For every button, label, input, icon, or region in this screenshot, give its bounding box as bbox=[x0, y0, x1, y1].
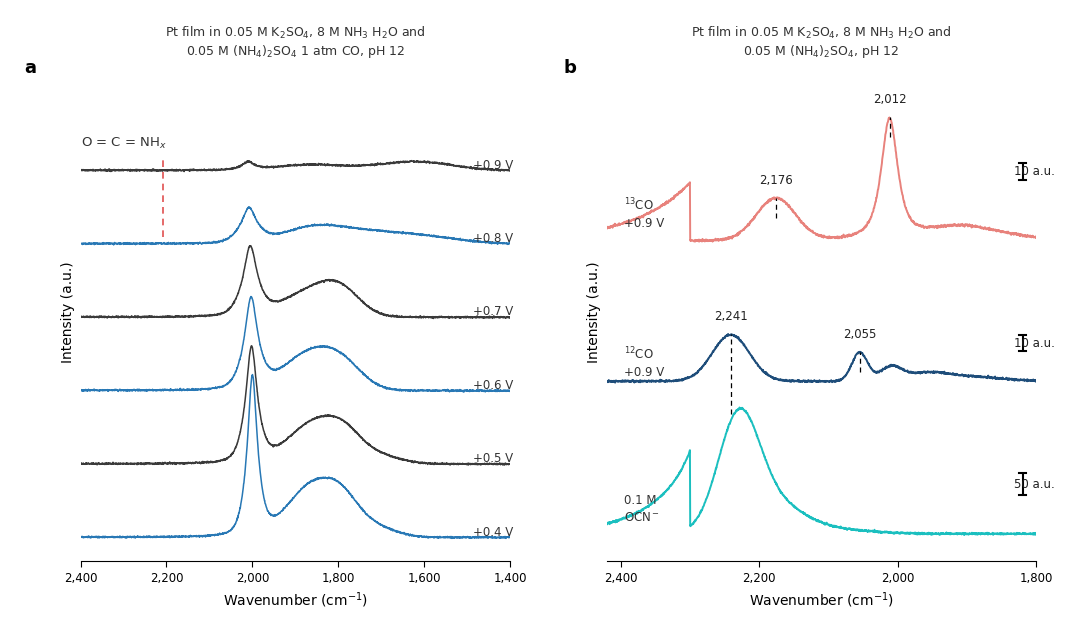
Text: 2,176: 2,176 bbox=[759, 174, 793, 187]
Text: 10 a.u.: 10 a.u. bbox=[1014, 165, 1055, 178]
Text: +0.8 V: +0.8 V bbox=[474, 232, 513, 245]
Text: +0.7 V: +0.7 V bbox=[474, 306, 513, 318]
Text: 2,055: 2,055 bbox=[843, 328, 876, 341]
Text: +0.9 V: +0.9 V bbox=[474, 159, 513, 172]
Text: a: a bbox=[25, 59, 37, 77]
Text: +0.4 V: +0.4 V bbox=[474, 526, 513, 538]
X-axis label: Wavenumber (cm$^{-1}$): Wavenumber (cm$^{-1}$) bbox=[222, 590, 368, 610]
Text: 2,241: 2,241 bbox=[714, 310, 748, 323]
Text: 50 a.u.: 50 a.u. bbox=[1014, 477, 1055, 491]
Text: 0.1 M
OCN$^-$: 0.1 M OCN$^-$ bbox=[624, 494, 661, 524]
Y-axis label: Intensity (a.u.): Intensity (a.u.) bbox=[61, 262, 75, 364]
X-axis label: Wavenumber (cm$^{-1}$): Wavenumber (cm$^{-1}$) bbox=[749, 590, 895, 610]
Title: Pt film in 0.05 M K$_2$SO$_4$, 8 M NH$_3$ H$_2$O and
0.05 M (NH$_4$)$_2$SO$_4$ 1: Pt film in 0.05 M K$_2$SO$_4$, 8 M NH$_3… bbox=[165, 25, 425, 61]
Text: b: b bbox=[564, 59, 577, 77]
Text: 2,012: 2,012 bbox=[873, 93, 906, 107]
Text: +0.6 V: +0.6 V bbox=[474, 379, 513, 392]
Text: +0.5 V: +0.5 V bbox=[474, 452, 513, 465]
Y-axis label: Intensity (a.u.): Intensity (a.u.) bbox=[587, 262, 601, 364]
Text: $^{12}$CO
+0.9 V: $^{12}$CO +0.9 V bbox=[624, 346, 665, 379]
Text: O = C = NH$_x$: O = C = NH$_x$ bbox=[81, 135, 166, 151]
Text: $^{13}$CO
+0.9 V: $^{13}$CO +0.9 V bbox=[624, 197, 665, 230]
Text: 10 a.u.: 10 a.u. bbox=[1014, 336, 1055, 350]
Title: Pt film in 0.05 M K$_2$SO$_4$, 8 M NH$_3$ H$_2$O and
0.05 M (NH$_4$)$_2$SO$_4$, : Pt film in 0.05 M K$_2$SO$_4$, 8 M NH$_3… bbox=[692, 25, 952, 61]
